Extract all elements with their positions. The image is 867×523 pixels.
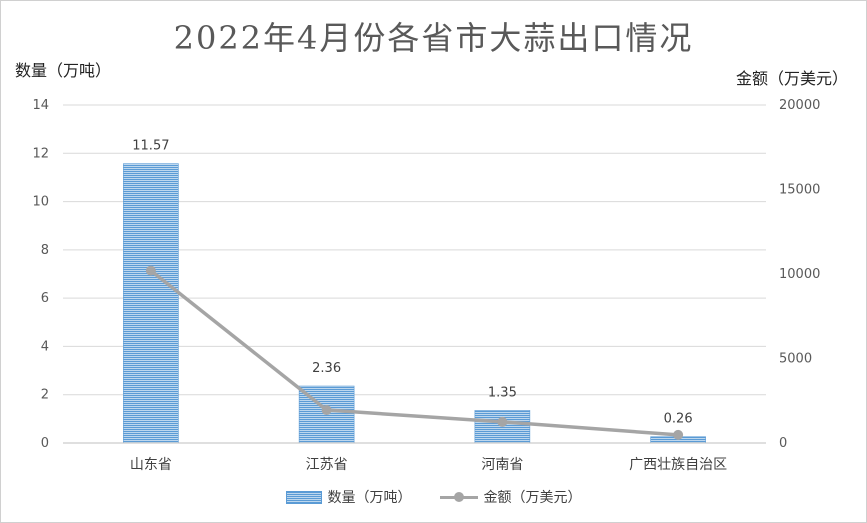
amount-line	[149, 269, 679, 437]
left-axis-title: 数量（万吨）	[15, 61, 112, 80]
left-tick-label: 2	[41, 388, 49, 403]
amount-point	[497, 416, 508, 427]
legend-item-quantity: 数量（万吨）	[285, 487, 412, 507]
legend-label-quantity: 数量（万吨）	[327, 490, 412, 506]
amount-point	[145, 265, 156, 276]
bar-data-label: 1.35	[488, 385, 517, 400]
right-tick-label: 0	[779, 436, 787, 451]
right-tick-label: 5000	[779, 352, 812, 367]
category-label: 河南省	[481, 457, 523, 473]
amount-point	[673, 429, 684, 440]
right-tick-label: 10000	[779, 267, 820, 282]
bar	[123, 163, 179, 444]
left-tick-label: 14	[32, 98, 49, 113]
legend-item-amount: 金额（万美元）	[439, 487, 582, 507]
amount-point	[321, 405, 332, 416]
legend-swatch-line	[439, 491, 478, 503]
bar-data-label: 0.26	[664, 412, 693, 427]
right-axis-title: 金额（万美元）	[736, 69, 849, 88]
left-tick-label: 10	[32, 195, 49, 210]
legend-label-amount: 金额（万美元）	[483, 490, 582, 506]
bar-data-label: 2.36	[312, 361, 341, 376]
chart-title: 2022年4月份各省市大蒜出口情况	[173, 19, 694, 57]
left-tick-label: 12	[32, 146, 49, 161]
left-tick-label: 6	[41, 291, 49, 306]
left-tick-label: 0	[41, 436, 49, 451]
right-tick-label: 15000	[779, 183, 820, 198]
right-tick-label: 20000	[779, 98, 820, 113]
category-label: 江苏省	[306, 457, 348, 473]
left-tick-label: 4	[41, 339, 49, 354]
bar-data-label: 11.57	[132, 139, 169, 154]
legend-swatch-bar	[285, 490, 322, 504]
left-tick-label: 8	[41, 243, 49, 258]
legend: 数量（万吨） 金额（万美元）	[1, 487, 866, 507]
category-label: 山东省	[130, 457, 172, 473]
category-label: 广西壮族自治区	[629, 457, 727, 473]
